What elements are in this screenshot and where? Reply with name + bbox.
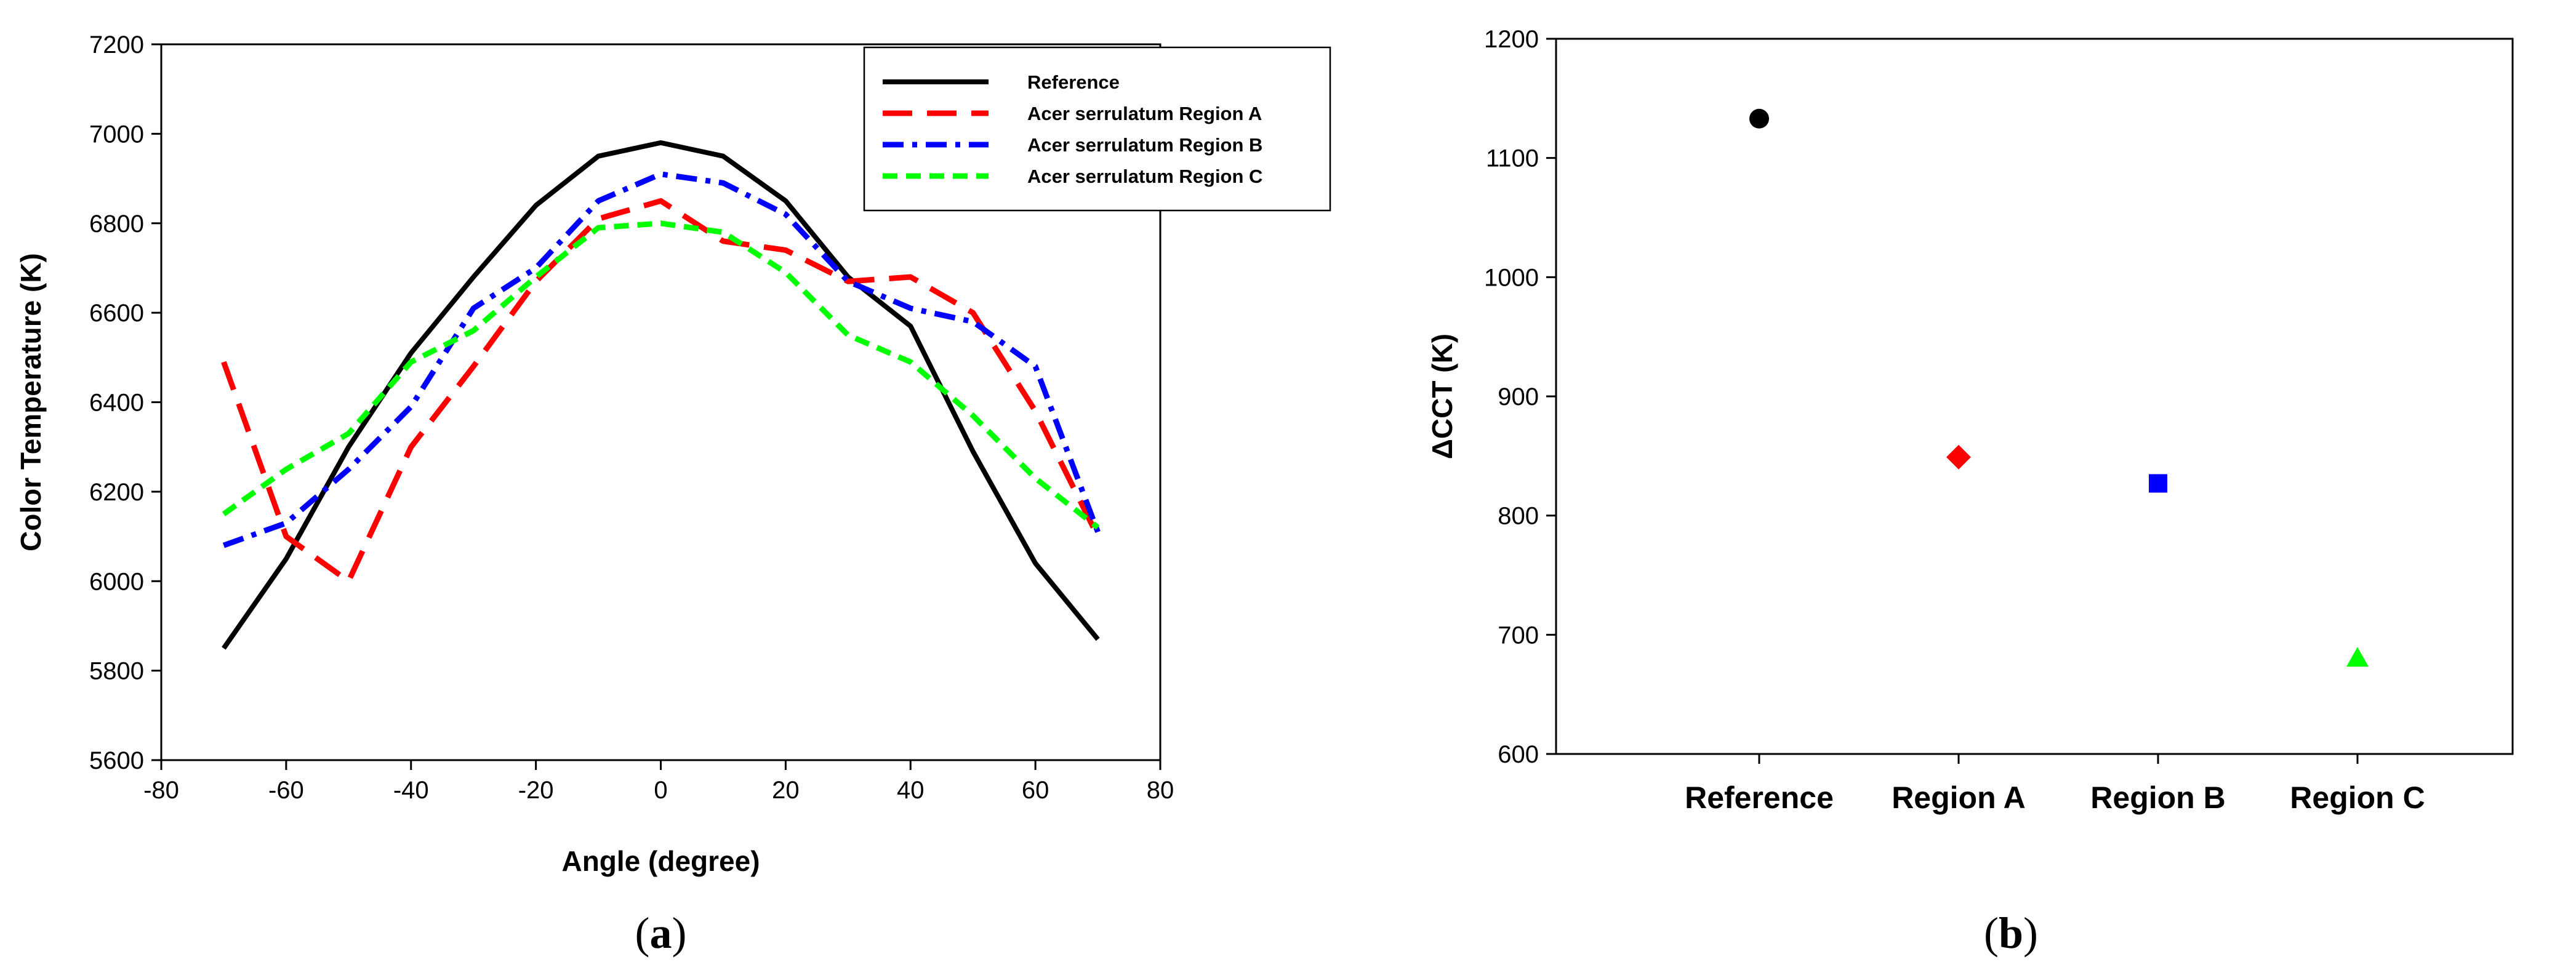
chart-b-y-tick-label: 1200 <box>1484 26 1539 53</box>
chart-a-legend-box <box>863 46 1331 212</box>
chart-b-category-label: Reference <box>1685 780 1834 815</box>
chart-b-y-ticks: 600 700 800 900 1000 1100 1200 <box>1484 26 1556 768</box>
chart-a-legend-label: Acer serrulatum Region B <box>1027 134 1262 156</box>
chart-b-y-axis-title: ΔCCT (K) <box>1426 334 1458 459</box>
chart-a-y-axis-title: Color Temperature (K) <box>15 253 47 551</box>
chart-b-point-region-c <box>2346 647 2369 667</box>
chart-a-legend-label: Reference <box>1027 71 1120 93</box>
chart-b-y-tick-label: 800 <box>1498 503 1539 530</box>
chart-a-y-tick-label: 7200 <box>89 31 144 58</box>
chart-a-legend: Reference Acer serrulatum Region A Acer se… <box>863 46 1331 212</box>
chart-a-y-tick-label: 6800 <box>89 210 144 238</box>
chart-a: 5600 5800 6000 6200 6400 6600 6800 7000 7200 -80… <box>15 31 1331 958</box>
chart-a-y-tick-label: 6000 <box>89 568 144 595</box>
chart-b-y-tick-label: 900 <box>1498 383 1539 411</box>
chart-a-x-tick-label: -20 <box>518 777 554 804</box>
chart-a-panel-paren-close: ) <box>672 908 687 958</box>
chart-b-panel-paren-open: ( <box>1984 908 1999 958</box>
chart-b-y-tick-label: 600 <box>1498 741 1539 768</box>
chart-b-point-reference <box>1749 108 1769 129</box>
chart-a-x-tick-label: 20 <box>772 777 800 804</box>
chart-b-category-ticks: Reference Region A Region B Region C <box>1685 754 2425 815</box>
chart-a-x-axis-title: Angle (degree) <box>561 845 760 877</box>
chart-a-series-line-0 <box>222 140 1100 650</box>
chart-a-y-tick-label: 6200 <box>89 479 144 506</box>
chart-b-panel-label: (b) <box>1984 908 2038 958</box>
chart-a-legend-label: Acer serrulatum Region C <box>1027 166 1262 187</box>
chart-a-x-tick-label: 80 <box>1147 777 1174 804</box>
chart-a-y-tick-label: 7000 <box>89 121 144 148</box>
chart-b-panel-letter: b <box>1999 908 2023 958</box>
chart-a-series-line-3 <box>222 220 1100 530</box>
chart-a-legend-label: Acer serrulatum Region A <box>1027 103 1262 124</box>
chart-b-points-group <box>1749 108 2369 667</box>
chart-a-x-tick-label: 60 <box>1022 777 1049 804</box>
chart-b-point-region-a <box>1946 444 1971 470</box>
chart-a-series-group <box>221 140 1101 650</box>
chart-a-y-tick-label: 5600 <box>89 747 144 774</box>
chart-a-panel-paren-open: ( <box>635 908 650 958</box>
chart-b-plot-frame <box>1555 38 2514 755</box>
chart-a-x-tick-label: -80 <box>143 777 179 804</box>
chart-b: 600 700 800 900 1000 1100 1200 Reference Region… <box>1426 26 2514 958</box>
chart-b-point-region-b <box>2149 474 2167 493</box>
chart-a-y-tick-label: 6600 <box>89 300 144 327</box>
chart-b-y-tick-label: 1100 <box>1486 145 1539 172</box>
chart-a-x-tick-label: -60 <box>268 777 304 804</box>
chart-a-series-line-1 <box>221 198 1101 584</box>
chart-b-y-tick-label: 700 <box>1498 622 1539 649</box>
chart-b-category-label: Region C <box>2290 780 2425 815</box>
chart-a-x-tick-label: -40 <box>393 777 429 804</box>
chart-a-panel-label: (a) <box>635 908 687 958</box>
chart-a-x-ticks: -80 -60 -40 -20 0 20 40 60 80 <box>143 760 1174 804</box>
chart-b-y-tick-label: 1000 <box>1484 264 1539 291</box>
chart-b-panel-paren-close: ) <box>2023 908 2038 958</box>
chart-a-x-tick-label: 0 <box>654 777 667 804</box>
chart-a-y-ticks: 5600 5800 6000 6200 6400 6600 6800 7000 7200 <box>89 31 161 774</box>
chart-b-category-label: Region B <box>2090 780 2225 815</box>
chart-a-x-tick-label: 40 <box>897 777 925 804</box>
chart-b-category-label: Region A <box>1892 780 2026 815</box>
chart-a-panel-letter: a <box>650 908 672 958</box>
chart-a-y-tick-label: 6400 <box>89 390 144 417</box>
chart-a-y-tick-label: 5800 <box>89 658 144 685</box>
chart-a-series-line-2 <box>222 171 1101 548</box>
